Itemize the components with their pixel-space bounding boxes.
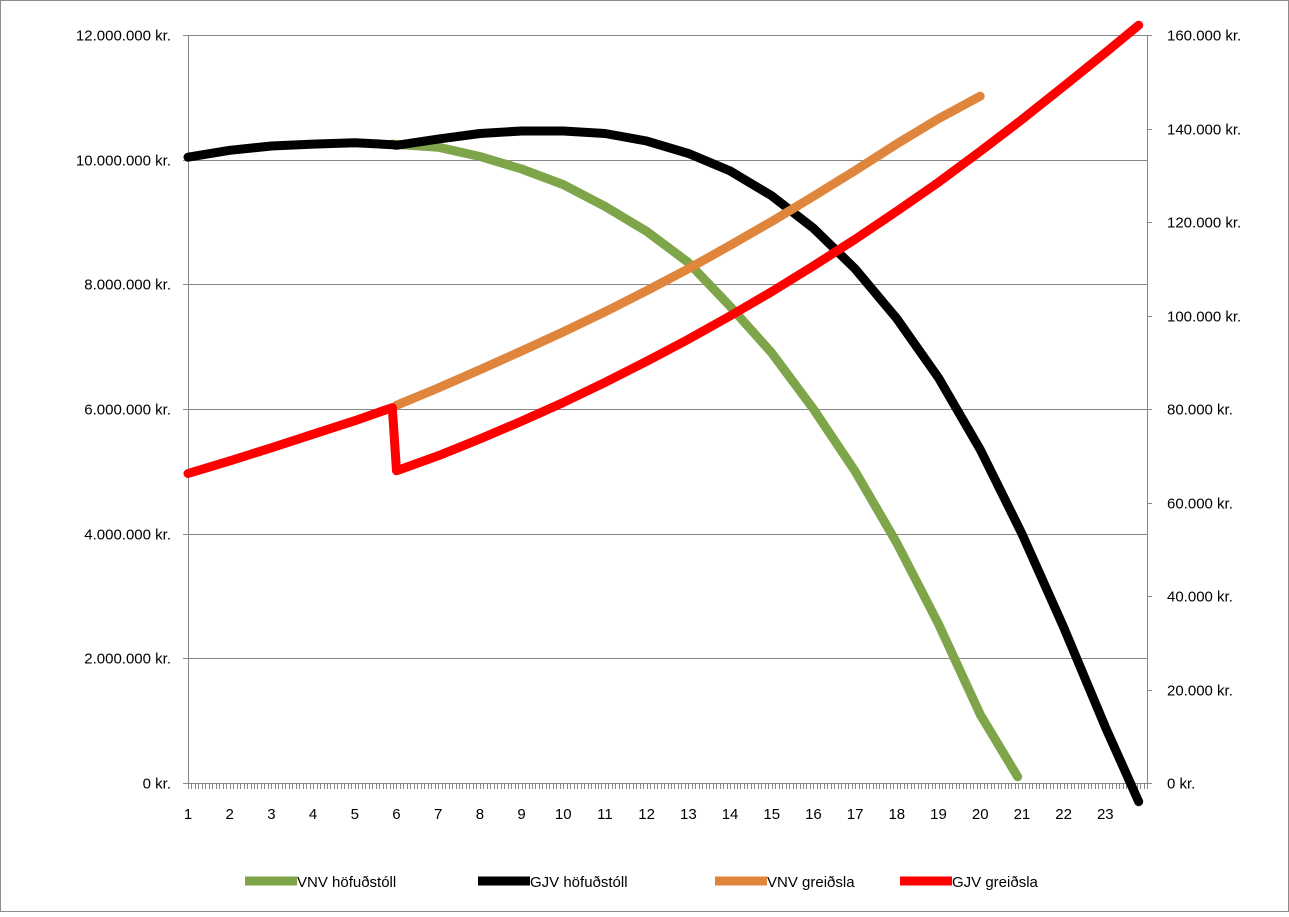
x-tick-label: 3: [267, 806, 275, 823]
x-tick-label: 7: [434, 806, 442, 823]
left-tick-label: 8.000.000 kr.: [84, 277, 171, 294]
right-tick-label: 60.000 kr.: [1167, 496, 1233, 513]
x-tick-label: 6: [392, 806, 400, 823]
series-line-1: [387, 139, 1023, 782]
left-tick-label: 4.000.000 kr.: [84, 527, 171, 544]
legend-label: GJV greiðsla: [952, 874, 1039, 891]
x-tick-label: 23: [1097, 806, 1114, 823]
right-tick-label: 100.000 kr.: [1167, 309, 1241, 326]
x-tick-label: 12: [638, 806, 655, 823]
x-tick-label: 13: [680, 806, 697, 823]
x-tick-label: 4: [309, 806, 317, 823]
left-tick-label: 12.000.000 kr.: [76, 28, 171, 45]
x-tick-label: 21: [1014, 806, 1031, 823]
left-tick-label: 0 kr.: [143, 776, 171, 793]
left-tick-label: 6.000.000 kr.: [84, 402, 171, 419]
x-tick-label: 11: [597, 806, 613, 823]
x-tick-label: 18: [888, 806, 905, 823]
right-tick-label: 160.000 kr.: [1167, 28, 1241, 45]
right-axis-ticks: 0 kr. 20.000 kr. 40.000 kr. 60.000 kr. 80.00…: [1147, 28, 1241, 793]
x-tick-label: 14: [722, 806, 739, 823]
left-axis-ticks: 0 kr. 2.000.000 kr. 4.000.000 kr. 6.000.000…: [76, 28, 188, 793]
series-line-4: [183, 20, 1144, 478]
x-tick-label: 15: [763, 806, 780, 823]
legend-label: GJV höfuðstóll: [530, 874, 628, 891]
right-tick-label: 120.000 kr.: [1167, 215, 1241, 232]
series-line-2: [183, 126, 1144, 807]
x-tick-label: 20: [972, 806, 989, 823]
right-tick-label: 20.000 kr.: [1167, 683, 1233, 700]
x-tick-label: 8: [476, 806, 484, 823]
x-axis-ticks: 1 2 3 4 5 6 7 8 9 10 11 12 13 14 15 16 17 18 19 20 21 22 23: [184, 783, 1148, 823]
left-tick-label: 2.000.000 kr.: [84, 651, 171, 668]
legend-item: VNV greiðsla: [715, 874, 855, 891]
x-tick-label: 5: [351, 806, 359, 823]
legend-item: GJV höfuðstóll: [478, 874, 628, 891]
series-line-3: [392, 91, 985, 410]
right-tick-label: 140.000 kr.: [1167, 122, 1241, 139]
legend: VNV höfuðstóll GJV höfuðstóll VNV greiðsla…: [245, 874, 1039, 891]
x-tick-label: 1: [184, 806, 192, 823]
legend-label: VNV höfuðstóll: [297, 874, 396, 891]
x-tick-label: 16: [805, 806, 822, 823]
x-tick-label: 9: [517, 806, 525, 823]
legend-label: VNV greiðsla: [767, 874, 855, 891]
x-tick-label: 19: [930, 806, 947, 823]
series-lines: [183, 20, 1144, 807]
right-tick-label: 40.000 kr.: [1167, 589, 1233, 606]
x-tick-label: 17: [847, 806, 864, 823]
x-tick-label: 2: [226, 806, 234, 823]
right-tick-label: 80.000 kr.: [1167, 402, 1233, 419]
x-tick-label: 22: [1055, 806, 1072, 823]
left-tick-label: 10.000.000 kr.: [76, 153, 171, 170]
x-tick-label: 10: [555, 806, 572, 823]
legend-item: GJV greiðsla: [900, 874, 1039, 891]
legend-item: VNV höfuðstóll: [245, 874, 396, 891]
x-axis-minor-ticks: [188, 783, 1148, 789]
right-tick-label: 0 kr.: [1167, 776, 1195, 793]
